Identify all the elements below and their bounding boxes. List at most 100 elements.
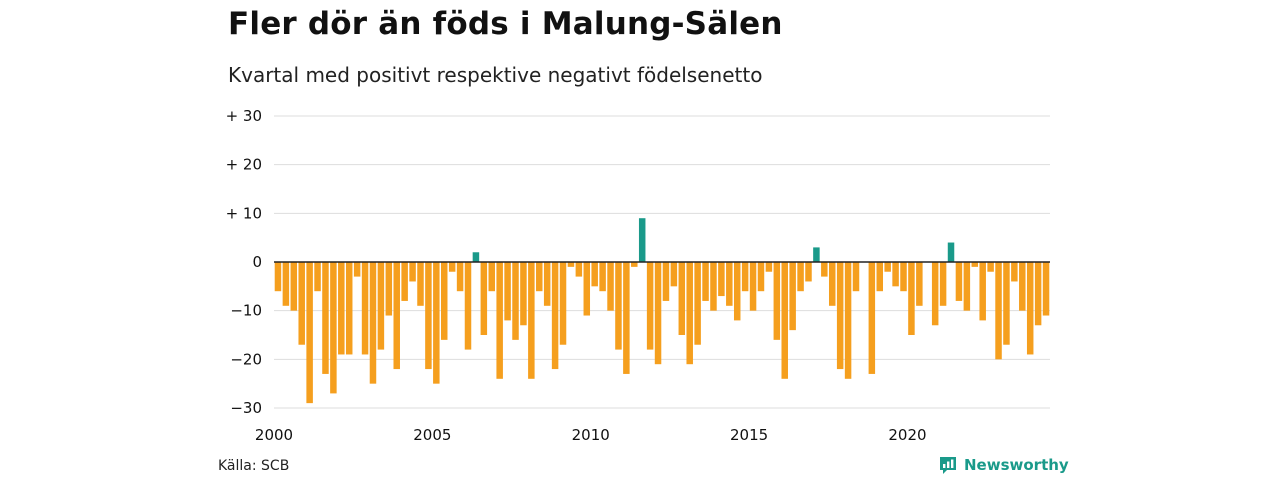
bar — [1003, 262, 1010, 345]
bar — [615, 262, 622, 350]
bar — [995, 262, 1002, 360]
bar — [448, 262, 456, 272]
bar — [654, 262, 662, 365]
bars — [274, 218, 1050, 404]
y-tick-label: + 30 — [226, 107, 262, 125]
bar — [844, 262, 852, 379]
brand-name: Newsworthy — [964, 456, 1069, 474]
bar — [361, 262, 369, 355]
bar — [345, 262, 353, 355]
newsworthy-logo-icon — [940, 457, 956, 474]
bar — [353, 262, 361, 277]
x-tick-label: 2020 — [888, 426, 926, 444]
bar — [828, 262, 836, 306]
bar — [931, 262, 939, 326]
bar — [916, 262, 923, 306]
bar — [955, 262, 963, 301]
bar — [726, 262, 733, 306]
bar — [662, 262, 670, 301]
bar — [338, 262, 345, 355]
bar — [741, 262, 749, 292]
bar — [694, 262, 701, 345]
bar — [623, 262, 630, 374]
bar — [417, 262, 424, 306]
x-tick-label: 2010 — [572, 426, 610, 444]
bar — [797, 262, 804, 292]
bar — [274, 262, 282, 292]
bar — [559, 262, 567, 345]
bar — [789, 262, 796, 331]
bar — [631, 262, 638, 267]
bar — [607, 262, 614, 311]
bar — [765, 262, 773, 272]
chart-subtitle: Kvartal med positivt respektive negativt… — [228, 63, 763, 87]
bar — [1026, 262, 1034, 355]
bar — [836, 262, 844, 370]
bar — [385, 262, 393, 316]
gridlines — [274, 115, 1050, 409]
bar — [868, 262, 876, 374]
bar — [591, 262, 598, 287]
bar — [409, 262, 416, 282]
bar — [575, 262, 583, 277]
y-tick-label: −20 — [230, 350, 262, 368]
bar — [425, 262, 432, 370]
bar — [298, 262, 305, 345]
bar — [908, 262, 915, 335]
bar — [710, 262, 717, 311]
bar — [1019, 262, 1026, 311]
bar — [496, 262, 503, 379]
bar — [433, 262, 440, 384]
y-axis-ticks: + 30 + 20 + 10 0 −10 −20 −30 — [226, 107, 262, 417]
bar — [670, 262, 678, 287]
x-tick-label: 2005 — [413, 426, 451, 444]
bar — [686, 262, 693, 365]
bar — [805, 262, 812, 282]
bar — [543, 262, 551, 306]
bar — [749, 262, 757, 311]
bar — [520, 262, 527, 326]
bar — [536, 262, 543, 292]
x-tick-label: 2000 — [255, 426, 293, 444]
bar — [646, 262, 654, 350]
bar — [979, 262, 986, 321]
bar — [702, 262, 709, 301]
y-tick-label: + 10 — [226, 204, 262, 222]
bar — [900, 262, 907, 292]
bar — [583, 262, 591, 316]
bar — [488, 262, 496, 292]
bar — [876, 262, 884, 292]
bar — [393, 262, 400, 370]
bar — [781, 262, 788, 379]
bar — [330, 262, 337, 394]
bar — [480, 262, 488, 335]
bar — [464, 262, 472, 350]
bar — [306, 262, 313, 404]
bar — [892, 262, 899, 287]
bar — [322, 262, 329, 374]
bar — [733, 262, 741, 321]
bar — [971, 262, 979, 267]
bar — [528, 262, 535, 379]
bar — [1034, 262, 1042, 326]
bar — [987, 262, 994, 272]
bar — [440, 262, 448, 340]
bar — [963, 262, 971, 311]
y-tick-label: + 20 — [226, 156, 262, 174]
bar — [638, 218, 646, 262]
brand: Newsworthy — [938, 455, 1069, 475]
bar — [1011, 262, 1018, 282]
bar — [757, 262, 765, 292]
chart-title: Fler dör än föds i Malung-Sälen — [228, 6, 783, 42]
bar — [939, 262, 947, 306]
bar — [821, 262, 828, 277]
x-axis-ticks: 2000 2005 2010 2015 2020 — [255, 426, 927, 444]
bar — [401, 262, 408, 301]
bar — [718, 262, 725, 297]
bar — [456, 262, 464, 292]
bar — [884, 262, 891, 272]
y-tick-label: −10 — [230, 302, 262, 320]
bar — [567, 262, 575, 267]
bar — [377, 262, 385, 350]
